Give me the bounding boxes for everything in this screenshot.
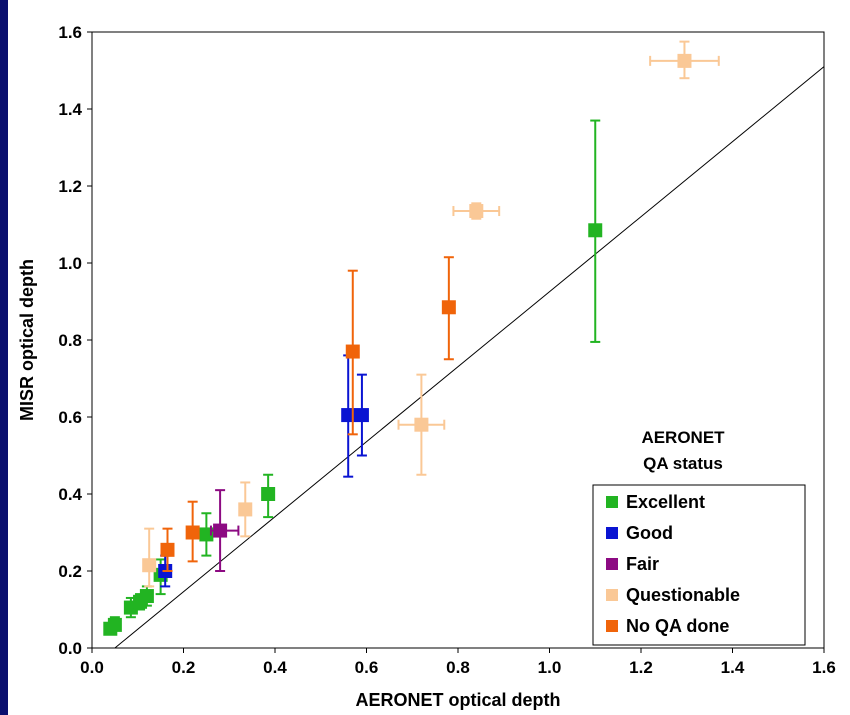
data-point — [414, 417, 429, 432]
data-point — [588, 223, 603, 238]
legend-label-good: Good — [626, 523, 673, 543]
y-tick-label: 0.4 — [58, 485, 82, 504]
legend-box — [592, 484, 806, 646]
y-tick-label: 0.2 — [58, 562, 82, 581]
error-bar — [144, 527, 155, 588]
x-tick-label: 1.2 — [629, 658, 653, 677]
legend-label-questionable: Questionable — [626, 585, 740, 605]
x-tick-label: 1.0 — [538, 658, 562, 677]
legend-title-line1: AERONET — [641, 428, 725, 447]
one-to-one-reference-line — [114, 66, 825, 649]
data-point — [107, 617, 122, 632]
y-tick-label: 0.0 — [58, 639, 82, 658]
legend-swatch-no-qa-done — [606, 620, 618, 632]
data-point — [199, 527, 214, 542]
series-fair — [209, 489, 240, 572]
y-tick-label: 0.6 — [58, 408, 82, 427]
legend-label-excellent: Excellent — [626, 492, 705, 512]
x-tick-label: 0.2 — [172, 658, 196, 677]
y-tick-label: 1.4 — [58, 100, 82, 119]
legend-swatch-questionable — [606, 589, 618, 601]
legend-swatch-fair — [606, 558, 618, 570]
error-bar — [452, 202, 501, 220]
data-point — [261, 487, 276, 501]
data-point — [441, 300, 456, 315]
data-point — [213, 523, 228, 538]
data-point — [160, 542, 175, 557]
series-excellent — [103, 119, 603, 636]
data-point — [139, 589, 154, 604]
data-point — [341, 408, 356, 423]
x-axis-title: AERONET optical depth — [355, 690, 560, 710]
legend-title-line2: QA status — [643, 454, 723, 473]
data-point — [185, 525, 200, 540]
data-point — [677, 53, 692, 68]
data-point — [238, 502, 253, 517]
y-tick-label: 1.2 — [58, 177, 82, 196]
x-tick-label: 0.6 — [355, 658, 379, 677]
x-tick-label: 1.6 — [812, 658, 836, 677]
x-tick-label: 0.8 — [446, 658, 470, 677]
legend-swatch-excellent — [606, 496, 618, 508]
data-point — [345, 344, 360, 359]
y-tick-label: 1.0 — [58, 254, 82, 273]
series-no-qa-done — [160, 256, 456, 572]
y-tick-label: 1.6 — [58, 23, 82, 42]
data-point — [469, 204, 484, 219]
y-tick-label: 0.8 — [58, 331, 82, 350]
legend-swatch-good — [606, 527, 618, 539]
data-point — [142, 558, 157, 573]
legend: Excellent Good Fair Questionable No QA done — [592, 484, 806, 646]
x-tick-label: 0.0 — [80, 658, 104, 677]
series-questionable — [142, 40, 720, 588]
legend-label-fair: Fair — [626, 554, 659, 574]
y-axis-title: MISR optical depth — [17, 259, 37, 421]
x-tick-label: 0.4 — [263, 658, 287, 677]
legend-label-no-qa-done: No QA done — [626, 616, 729, 636]
data-point — [354, 408, 369, 423]
x-tick-label: 1.4 — [721, 658, 745, 677]
